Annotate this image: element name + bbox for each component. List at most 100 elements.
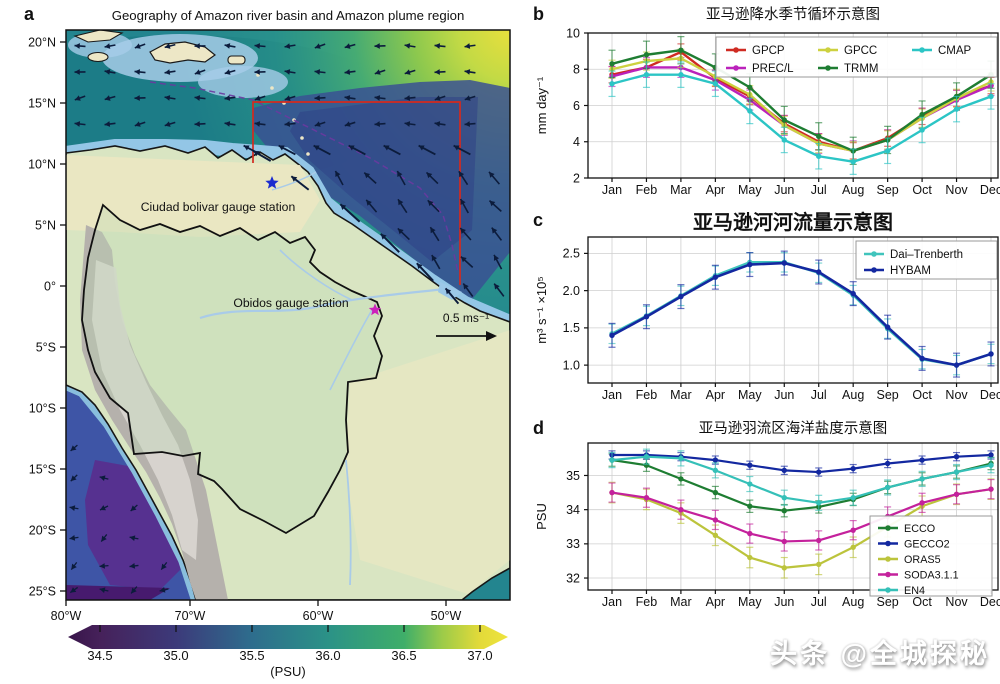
x-tick-label: Oct — [912, 183, 932, 197]
lon-tick-label: 50°W — [431, 609, 462, 623]
y-tick-label: 35 — [566, 469, 580, 483]
x-tick-label: Jun — [774, 183, 794, 197]
x-tick-label: Sep — [877, 595, 899, 609]
x-tick-label: Mar — [670, 388, 692, 402]
series-SODA3.1.1 — [608, 478, 995, 552]
x-tick-label: Oct — [912, 595, 932, 609]
colorbar-tick-label: 35.5 — [239, 648, 264, 663]
x-tick-label: Feb — [636, 388, 658, 402]
map-frame — [65, 29, 511, 601]
x-tick-label: Jul — [811, 388, 827, 402]
salinity-chart: 32 33 34 35 Jan Feb Mar Apr May Jun Jul Aug Sep Oct No… — [534, 442, 1000, 609]
colorbar-gradient — [68, 625, 508, 649]
discharge-chart: 1.0 1.5 2.0 2.5 Jan Feb Mar Apr May Jun Jul Aug Sep O… — [534, 236, 1000, 402]
legend-label: CMAP — [938, 45, 972, 57]
lat-tick-label: 5°S — [36, 340, 56, 354]
y-tick-label: 2 — [573, 171, 580, 185]
y-tick-label: 6 — [573, 99, 580, 113]
x-tick-label: Dec — [980, 183, 1000, 197]
legend-label: GPCP — [752, 45, 785, 57]
x-tick-label: Sep — [877, 388, 899, 402]
colorbar-tick-label: 34.5 — [87, 648, 112, 663]
precipitation-chart: 2 4 6 8 10 Jan Feb Mar Apr May Jun Jul Aug Sep Oct Nov D… — [534, 26, 1000, 197]
lat-tick-label: 20°S — [29, 523, 56, 537]
map-layers — [66, 30, 510, 600]
legend-label: EN4 — [904, 585, 925, 597]
legend-label: GECCO2 — [904, 538, 950, 550]
x-tick-label: Nov — [945, 388, 968, 402]
axes: 1.0 1.5 2.0 2.5 Jan Feb Mar Apr May Jun Jul Aug Sep O… — [534, 236, 1000, 402]
colorbar-tick-label: 36.5 — [391, 648, 416, 663]
colorbar-unit-label: (PSU) — [270, 664, 305, 679]
panel-d-title: 亚马逊羽流区海洋盐度示意图 — [698, 421, 888, 437]
amazon-river — [199, 287, 446, 320]
axes: 2 4 6 8 10 Jan Feb Mar Apr May Jun Jul Aug Sep Oct Nov D… — [534, 26, 1000, 197]
lat-tick-label: 10°N — [28, 157, 56, 171]
x-tick-label: May — [738, 388, 762, 402]
negro-river — [279, 249, 353, 301]
cuba-island — [73, 30, 124, 43]
y-tick-label: 32 — [566, 571, 580, 585]
x-tick-label: Jan — [602, 595, 622, 609]
pacific-deep-purple — [66, 585, 170, 600]
y-tick-label: 2.5 — [563, 247, 580, 261]
shallow-water — [198, 66, 288, 98]
legend-label: ECCO — [904, 523, 935, 535]
station-label-magenta: Obidos gauge station — [233, 296, 348, 310]
x-tick-label: Dec — [980, 388, 1000, 402]
lat-tick-label: 15°N — [28, 96, 56, 110]
x-tick-label: Jan — [602, 183, 622, 197]
x-tick-label: Apr — [706, 183, 725, 197]
panel-d-letter: d — [533, 418, 544, 438]
axes: 32 33 34 35 Jan Feb Mar Apr May Jun Jul Aug Sep Oct No… — [534, 442, 1000, 609]
amazon-basin-outline — [81, 203, 383, 535]
legend-label: ORAS5 — [904, 554, 941, 566]
amazon-map: Ciudad bolivar gauge station Obidos gaug… — [28, 29, 511, 679]
x-tick-label: Sep — [877, 183, 899, 197]
legend-label: PREC/L — [752, 63, 794, 75]
x-tick-label: Nov — [945, 183, 968, 197]
x-tick-label: Jun — [774, 595, 794, 609]
x-tick-label: Aug — [842, 595, 864, 609]
x-tick-label: Jun — [774, 388, 794, 402]
colorbar-tick-label: 37.0 — [467, 648, 492, 663]
gauge-station-star — [368, 303, 382, 316]
y-axis-label: mm day⁻¹ — [534, 76, 549, 134]
y-tick-label: 33 — [566, 537, 580, 551]
lon-tick-label: 80°W — [51, 609, 82, 623]
x-tick-label: Feb — [636, 183, 658, 197]
lat-tick-label: 10°S — [29, 401, 56, 415]
gauge-station-star — [265, 176, 279, 189]
y-tick-label: 4 — [573, 135, 580, 149]
colorbar-ticks: 34.5 35.0 35.5 36.0 36.5 37.0 — [87, 625, 493, 663]
x-tick-label: Oct — [912, 388, 932, 402]
panel-a-letter: a — [24, 4, 35, 24]
current-arrows — [69, 43, 505, 594]
x-tick-label: Feb — [636, 595, 658, 609]
lat-tick-label: 0° — [44, 279, 56, 293]
plume-core — [290, 97, 478, 262]
y-tick-label: 1.5 — [563, 321, 580, 335]
legend: GPCP PREC/L GPCC TRMM CMAP — [715, 36, 998, 78]
y-axis-label: PSU — [534, 503, 549, 530]
x-tick-label: Mar — [670, 595, 692, 609]
y-tick-label: 34 — [566, 503, 580, 517]
x-tick-label: Aug — [842, 388, 864, 402]
legend-label: GPCC — [844, 45, 877, 57]
plume-contour-line — [149, 81, 459, 273]
x-tick-label: May — [738, 595, 762, 609]
y-axis-label: m³ s⁻¹ ×10⁵ — [534, 276, 549, 344]
x-tick-label: Nov — [945, 595, 968, 609]
y-tick-label: 2.0 — [563, 284, 580, 298]
x-tick-label: Apr — [706, 595, 725, 609]
y-tick-label: 10 — [566, 26, 580, 40]
panel-b-letter: b — [533, 4, 544, 24]
panel-b-title: 亚马逊降水季节循环示意图 — [706, 7, 880, 23]
scale-label: 0.5 ms⁻¹ — [443, 311, 489, 325]
series-EN4 — [608, 448, 995, 511]
lat-tick-label: 25°S — [29, 584, 56, 598]
tocantins-river — [345, 459, 352, 586]
lat-tick-label: 15°S — [29, 462, 56, 476]
x-tick-label: Jul — [811, 595, 827, 609]
x-tick-label: Jan — [602, 388, 622, 402]
